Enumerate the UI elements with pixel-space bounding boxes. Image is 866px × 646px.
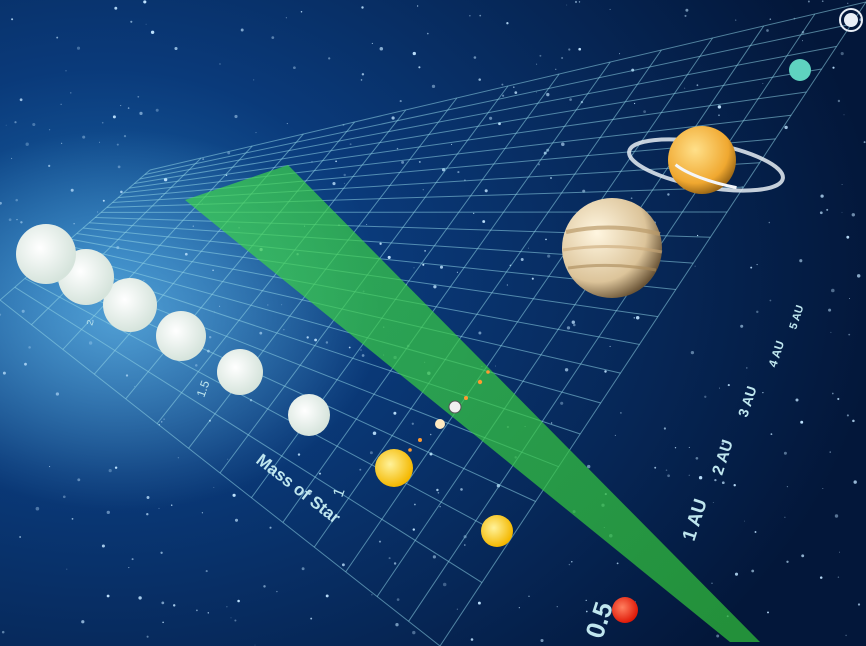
mass-tick-label: 1.5	[194, 378, 213, 399]
star-sequence	[16, 224, 638, 623]
rocky-planet	[448, 400, 462, 414]
star-mass-2.5	[16, 224, 76, 284]
orbit-path	[408, 370, 490, 452]
jupiter-planet	[562, 198, 663, 298]
star-mass-0.75	[481, 515, 513, 547]
star-mass-1.5	[217, 349, 263, 395]
star-mass-1.25	[288, 394, 330, 436]
uranus-planet	[789, 59, 811, 81]
star-mass-1	[375, 449, 413, 487]
saturn-planet	[627, 126, 785, 194]
star-mass-0.5	[612, 597, 638, 623]
star-mass-1.75	[156, 311, 206, 361]
habitable-zone	[185, 165, 760, 642]
mass-tick-label: 2	[84, 319, 95, 327]
rocky-planet	[435, 419, 445, 429]
neptune-planet	[839, 8, 863, 32]
star-mass-2	[103, 278, 157, 332]
